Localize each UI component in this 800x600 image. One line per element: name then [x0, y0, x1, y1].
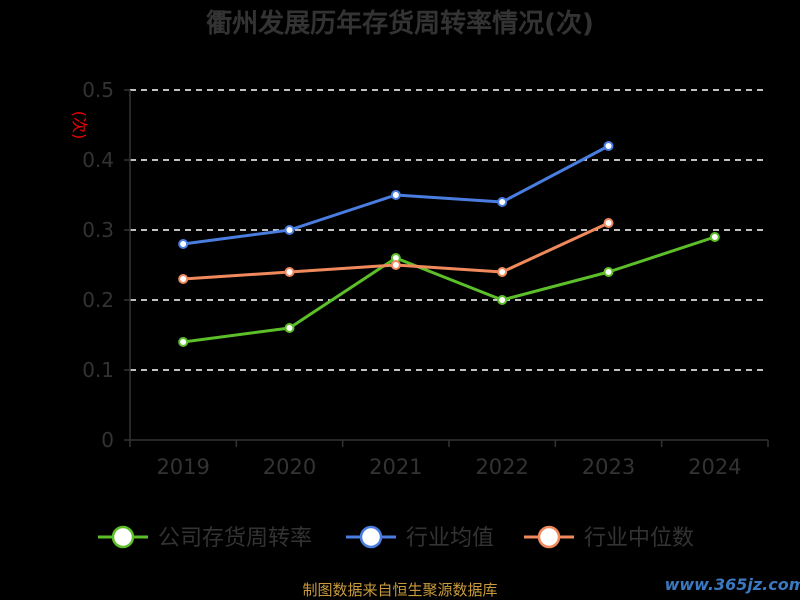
data-point	[603, 267, 614, 277]
data-point	[284, 225, 295, 235]
data-point	[497, 295, 508, 305]
axes	[124, 89, 769, 447]
data-point	[390, 260, 401, 270]
y-tick-label: 0.5	[82, 78, 114, 102]
data-point	[284, 323, 295, 333]
data-point	[284, 267, 295, 277]
tick-labels: 0 0.1 0.2 0.3 0.4 0.5 2019 2020 2021 2022 2023 2024	[82, 78, 741, 479]
x-tick-label: 2022	[475, 455, 528, 479]
series-lines	[178, 141, 720, 347]
x-tick-label: 2023	[582, 455, 635, 479]
y-axis-label: (次)	[70, 111, 89, 140]
series-2	[178, 141, 614, 249]
x-tick-label: 2024	[688, 455, 741, 479]
legend-marker	[111, 525, 135, 549]
legend-marker	[359, 525, 383, 549]
data-point	[497, 267, 508, 277]
series-1	[178, 232, 720, 347]
data-point	[603, 218, 614, 228]
grid-lines	[130, 89, 768, 371]
series-line	[183, 221, 610, 281]
legend-item-1: 公司存货周转率	[98, 525, 312, 551]
data-point	[497, 197, 508, 207]
watermark: www.365jz.com	[665, 575, 800, 594]
chart-title: 衢州发展历年存货周转率情况(次)	[206, 8, 594, 39]
x-tick-label: 2021	[369, 455, 422, 479]
legend-item-3: 行业中位数	[524, 525, 694, 551]
legend-label: 公司存货周转率	[158, 526, 312, 551]
x-tick-label: 2020	[263, 455, 316, 479]
source-note: 制图数据来自恒生聚源数据库	[302, 581, 497, 599]
data-point	[709, 232, 720, 242]
legend: 公司存货周转率 行业均值 行业中位数	[98, 525, 694, 551]
data-point	[178, 239, 189, 249]
x-tick-label: 2019	[156, 455, 209, 479]
legend-label: 行业中位数	[584, 526, 694, 551]
y-tick-label: 0	[101, 428, 114, 452]
data-point	[603, 141, 614, 151]
series-line	[182, 235, 716, 344]
legend-label: 行业均值	[406, 526, 494, 551]
series-3	[178, 218, 614, 284]
y-tick-label: 0.1	[82, 358, 114, 382]
data-point	[178, 274, 189, 284]
y-tick-label: 0.2	[82, 288, 114, 312]
y-tick-label: 0.4	[82, 148, 114, 172]
legend-item-2: 行业均值	[346, 525, 494, 551]
y-tick-label: 0.3	[82, 218, 114, 242]
data-point	[178, 337, 189, 347]
data-point	[390, 190, 401, 200]
legend-marker	[537, 525, 561, 549]
